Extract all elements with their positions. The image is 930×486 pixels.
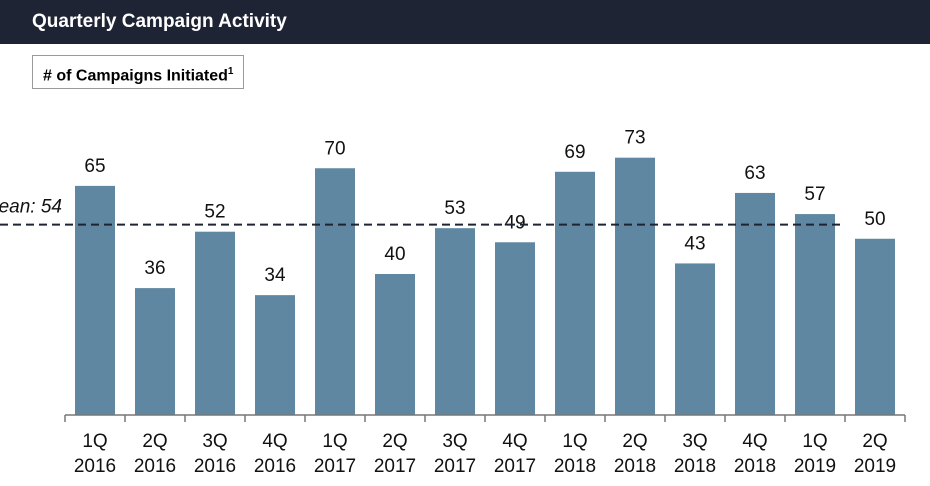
x-tick-label: 2Q 2016: [134, 431, 176, 477]
x-tick-label-line: 2018: [554, 456, 596, 477]
x-tick-label-line: 1Q: [562, 431, 587, 452]
x-tick-label-line: 2017: [314, 456, 356, 477]
x-tick-label-line: 2017: [434, 456, 476, 477]
x-tick-label-line: 4Q: [262, 431, 287, 452]
x-tick-label-line: 4Q: [742, 431, 767, 452]
subtitle: # of Campaigns Initiated: [43, 67, 228, 85]
x-tick-label-line: 2017: [374, 456, 416, 477]
x-tick-label-line: 2Q: [862, 431, 887, 452]
bar: [315, 168, 355, 415]
x-tick-label-line: 2019: [794, 456, 836, 477]
bar: [795, 214, 835, 415]
x-tick-label-line: 4Q: [502, 431, 527, 452]
x-tick-label: 4Q 2016: [254, 431, 296, 477]
x-tick-label: 3Q 2016: [194, 431, 236, 477]
x-tick-label: 2Q 2018: [614, 431, 656, 477]
x-tick-label-line: 2018: [734, 456, 776, 477]
x-tick-label-line: 2019: [854, 456, 896, 477]
x-tick-label-line: 2016: [74, 456, 116, 477]
data-label: 50: [864, 209, 885, 230]
x-tick-label-line: 1Q: [802, 431, 827, 452]
bar: [435, 228, 475, 415]
x-tick-label-line: 1Q: [82, 431, 107, 452]
x-tick-label-line: 3Q: [682, 431, 707, 452]
bar: [495, 242, 535, 415]
x-tick-label-line: 2016: [254, 456, 296, 477]
x-tick-label: 1Q 2018: [554, 431, 596, 477]
bar: [615, 157, 655, 416]
x-tick-label-line: 3Q: [202, 431, 227, 452]
x-tick-label-line: 2Q: [622, 431, 647, 452]
bar: [255, 295, 295, 415]
x-tick-label: 2Q 2019: [854, 431, 896, 477]
data-label: 57: [804, 184, 825, 205]
bar: [735, 192, 775, 415]
data-label: 52: [204, 202, 225, 223]
x-tick-label: 1Q 2019: [794, 431, 836, 477]
x-tick-label-line: 1Q: [322, 431, 347, 452]
footnote-mark: 1: [227, 66, 234, 77]
data-label: 69: [564, 142, 585, 163]
x-tick-label-line: 2Q: [142, 431, 167, 452]
subtitle-box: # of Campaigns Initiated1: [32, 55, 245, 89]
x-tick-label: 1Q 2016: [74, 431, 116, 477]
bar: [675, 263, 715, 415]
header: Quarterly Campaign Activity: [0, 0, 930, 44]
x-tick-label-line: 3Q: [442, 431, 467, 452]
mean-label: Mean: 54: [0, 197, 62, 218]
x-tick-label: 3Q 2018: [674, 431, 716, 477]
x-tick-label: 4Q 2017: [494, 431, 536, 477]
data-label: 73: [624, 128, 645, 149]
data-label: 40: [384, 244, 405, 265]
data-label: 63: [744, 163, 765, 184]
bar: [75, 185, 115, 415]
bar: [375, 274, 415, 415]
x-tick-label: 2Q 2017: [374, 431, 416, 477]
x-tick-label: 1Q 2017: [314, 431, 356, 477]
x-tick-label-line: 2016: [134, 456, 176, 477]
x-tick-label-line: 2017: [494, 456, 536, 477]
bar: [135, 288, 175, 415]
x-tick-label: 3Q 2017: [434, 431, 476, 477]
bar: [555, 171, 595, 415]
data-label: 49: [504, 212, 525, 233]
bar: [195, 231, 235, 415]
x-tick-label-line: 2Q: [382, 431, 407, 452]
bar: [855, 238, 895, 415]
x-tick-label-line: 2018: [614, 456, 656, 477]
header-title: Quarterly Campaign Activity: [32, 11, 287, 32]
data-label: 70: [324, 138, 345, 159]
data-label: 53: [444, 198, 465, 219]
data-label: 43: [684, 233, 705, 254]
x-tick-label-line: 2018: [674, 456, 716, 477]
data-label: 65: [84, 156, 105, 177]
x-tick-label: 4Q 2018: [734, 431, 776, 477]
data-label: 36: [144, 258, 165, 279]
x-tick-label-line: 2016: [194, 456, 236, 477]
data-label: 34: [264, 265, 286, 286]
